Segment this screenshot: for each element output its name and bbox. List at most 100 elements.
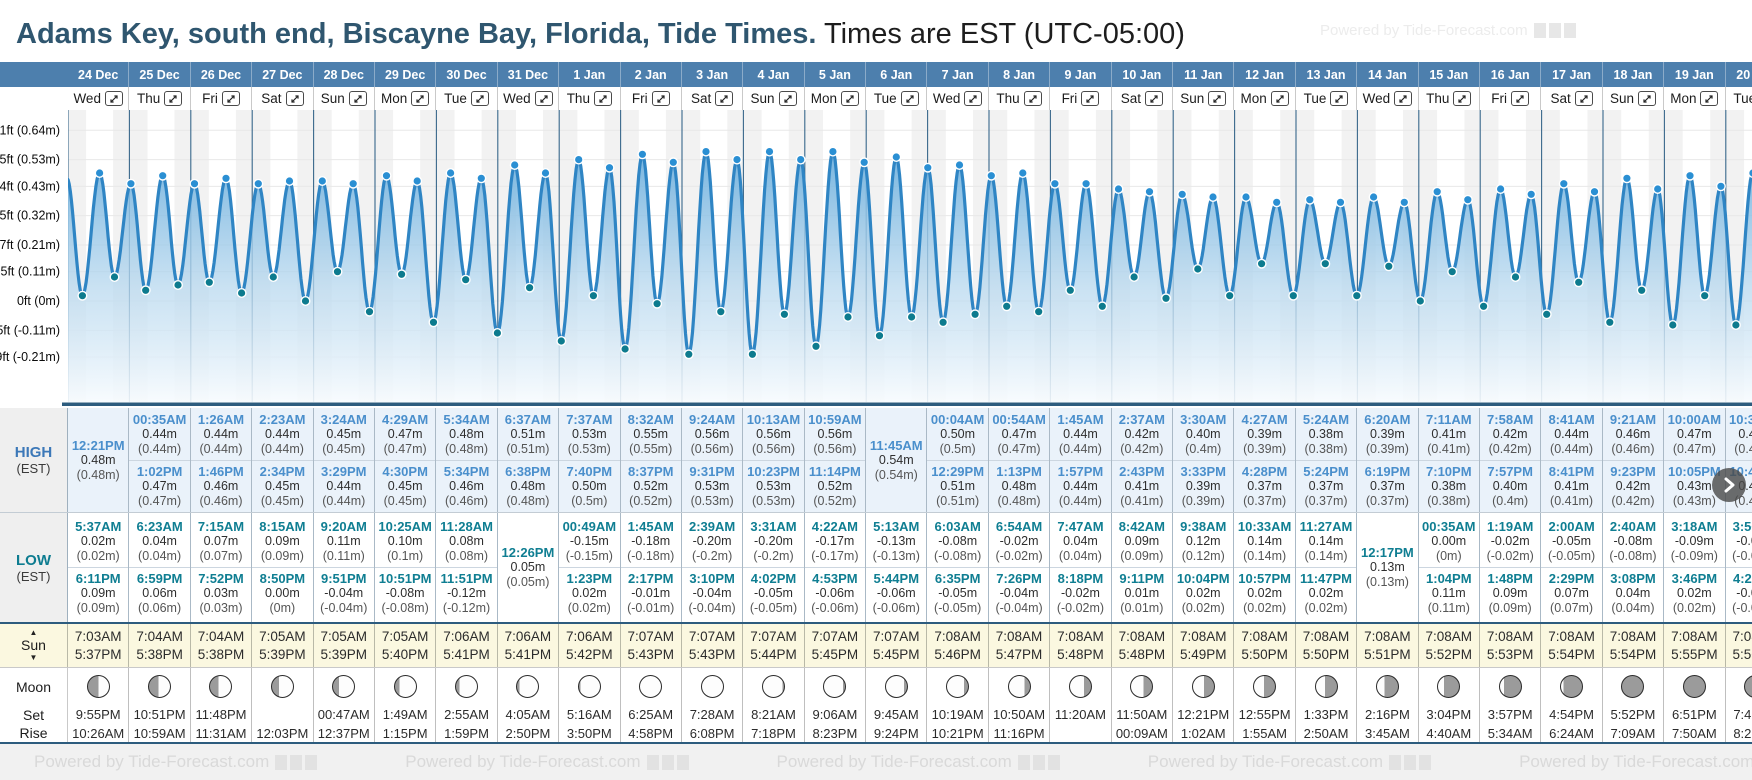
next-days-button[interactable] (1712, 468, 1746, 502)
tide-height: 0.08m (449, 534, 484, 548)
tide-height: 0.50m (940, 426, 976, 441)
expand-day-button[interactable] (348, 91, 367, 106)
tide-height-alt: (0.44m) (138, 441, 182, 456)
weekday-text: Wed (932, 91, 961, 106)
expand-day-button[interactable] (285, 91, 304, 106)
moonset-time: 11:50AM (1111, 705, 1174, 724)
watermark-logo-icon (646, 754, 689, 770)
weekday-cell: Sun (743, 87, 805, 110)
weekday-cell: Thu (129, 87, 191, 110)
expand-day-button[interactable] (1023, 91, 1042, 106)
tide-height-alt: (-0.01m) (627, 601, 675, 615)
tide-entry: 5:34PM 0.46m (0.46m) (436, 459, 497, 512)
high-timezone-text: (EST) (16, 461, 51, 476)
tide-height-alt: (0.09m) (260, 549, 304, 563)
tide-height-alt: (0.09m) (1120, 549, 1164, 563)
expand-day-button[interactable] (1330, 91, 1349, 106)
tide-height: 0.02m (1247, 586, 1282, 600)
tide-height-alt: (0m) (1435, 549, 1462, 563)
tide-height-alt: (0.04m) (138, 549, 182, 563)
tide-height-alt: (0.41m) (1120, 493, 1164, 508)
sunrise-time: 7:07AM (627, 628, 674, 644)
expand-day-button[interactable] (1453, 91, 1472, 106)
expand-day-button[interactable] (1394, 91, 1413, 106)
date-cell: 15 Jan (1419, 62, 1480, 87)
expand-day-button[interactable] (778, 91, 797, 106)
tide-time: 1:45AM (1057, 411, 1104, 427)
tide-time: 5:34PM (443, 463, 490, 479)
sunset-time: 5:50PM (1241, 646, 1288, 662)
expand-day-button[interactable] (651, 91, 670, 106)
sunset-time: 5:39PM (320, 646, 368, 662)
expand-day-button[interactable] (411, 91, 430, 106)
tide-time: 1:26AM (197, 411, 245, 427)
tide-height: 0.42m (1124, 426, 1160, 441)
tide-height: 0.47m (142, 478, 177, 493)
expand-day-button[interactable] (593, 91, 612, 106)
expand-day-button[interactable] (1700, 91, 1719, 106)
sunrise-time: 7:07AM (688, 628, 736, 644)
expand-day-button[interactable] (164, 91, 183, 106)
moon-phase-icon (1253, 675, 1277, 698)
sunrise-time: 7:08AM (1548, 628, 1595, 644)
tide-time: 7:52PM (198, 571, 244, 586)
tide-entry: 11:14PM 0.52m (0.52m) (804, 459, 866, 512)
sunrise-arrow-icon: ▲ (29, 628, 38, 637)
tide-height: 0.13m (1370, 560, 1405, 574)
expand-day-button[interactable] (900, 91, 919, 106)
tide-height: 0.00m (1431, 534, 1467, 548)
date-cell: 12 Jan (1234, 62, 1296, 87)
expand-day-button[interactable] (1208, 91, 1227, 106)
weekday-text: Fri (202, 91, 218, 106)
moon-phase-icon (1437, 675, 1461, 698)
high-tide-cell: 3:24AM 0.45m (0.45m) 3:29PM 0.44m (0.44m) (313, 408, 375, 512)
expand-day-button[interactable] (1270, 91, 1289, 106)
tide-height-alt: (0.5m) (571, 493, 608, 508)
low-tide-cell: 12:26PM 0.05m (0.05m) (497, 513, 560, 622)
expand-day-button[interactable] (1511, 91, 1530, 106)
tide-entry: 7:40PM 0.50m (0.5m) (559, 459, 620, 512)
expand-day-button[interactable] (534, 91, 553, 106)
low-tide-cell: 00:49AM -0.15m (-0.15m) 1:23PM 0.02m (0.02m) (559, 513, 621, 622)
moonrise-time: 10:59AM (129, 724, 191, 742)
date-cell: 10 Jan (1112, 62, 1174, 87)
tide-entry: 4:21PM-0.02m(-0.02m) (1725, 567, 1752, 619)
date-cell: 30 Dec (436, 62, 498, 87)
moonrise-time: 7:09AM (1602, 724, 1665, 742)
expand-day-button[interactable] (1637, 91, 1656, 106)
expand-day-button[interactable] (841, 91, 860, 106)
high-tide-label: HIGH (EST) (0, 408, 68, 512)
tide-height: 0.39m (1370, 426, 1405, 441)
moon-phase-icon (1621, 675, 1645, 698)
expand-day-button[interactable] (104, 91, 123, 106)
moonrise-time: 11:31AM (190, 724, 253, 742)
tide-height: 0.14m (1247, 534, 1282, 548)
weekday-cell: Sun (1173, 87, 1235, 110)
expand-day-button[interactable] (715, 91, 734, 106)
tide-entry: 3:33PM 0.39m (0.39m) (1173, 459, 1234, 512)
tide-entry: 3:18AM -0.09m (-0.09m) (1664, 516, 1724, 567)
tide-time: 2:17PM (627, 571, 674, 586)
tide-entry: 6:59PM 0.06m (0.06m) (129, 567, 190, 619)
expand-day-button[interactable] (221, 91, 240, 106)
tide-time: 7:11AM (1426, 411, 1472, 427)
expand-day-button[interactable] (1081, 91, 1100, 106)
tide-height-alt: (-0.17m) (811, 549, 859, 563)
high-tide-cell: 9:24AM 0.56m (0.56m) 9:31PM 0.53m (0.53m) (681, 408, 744, 512)
tide-height: 0.42m (1615, 478, 1651, 493)
tide-entry: 2:29PM 0.07m (0.07m) (1541, 567, 1602, 619)
tide-entry: 6:38PM 0.48m (0.48m) (497, 459, 559, 512)
tide-height: 0.37m (1308, 478, 1344, 493)
expand-day-button[interactable] (470, 91, 489, 106)
tide-height-alt: (-0.2m) (691, 549, 733, 563)
tide-time: 00:54AM (992, 411, 1046, 427)
moon-phase-icon (761, 675, 785, 698)
tide-time: 9:31PM (689, 463, 735, 479)
moonset-time: 3:57PM (1479, 705, 1542, 724)
tide-entry: 7:26PM -0.04m (-0.04m) (988, 567, 1050, 619)
expand-day-button[interactable] (1144, 91, 1163, 106)
expand-day-button[interactable] (964, 91, 983, 106)
sun-times-cell: 7:08AM 5:54PM (1541, 624, 1603, 667)
expand-day-button[interactable] (1574, 91, 1593, 106)
date-cell: 28 Dec (314, 62, 375, 87)
